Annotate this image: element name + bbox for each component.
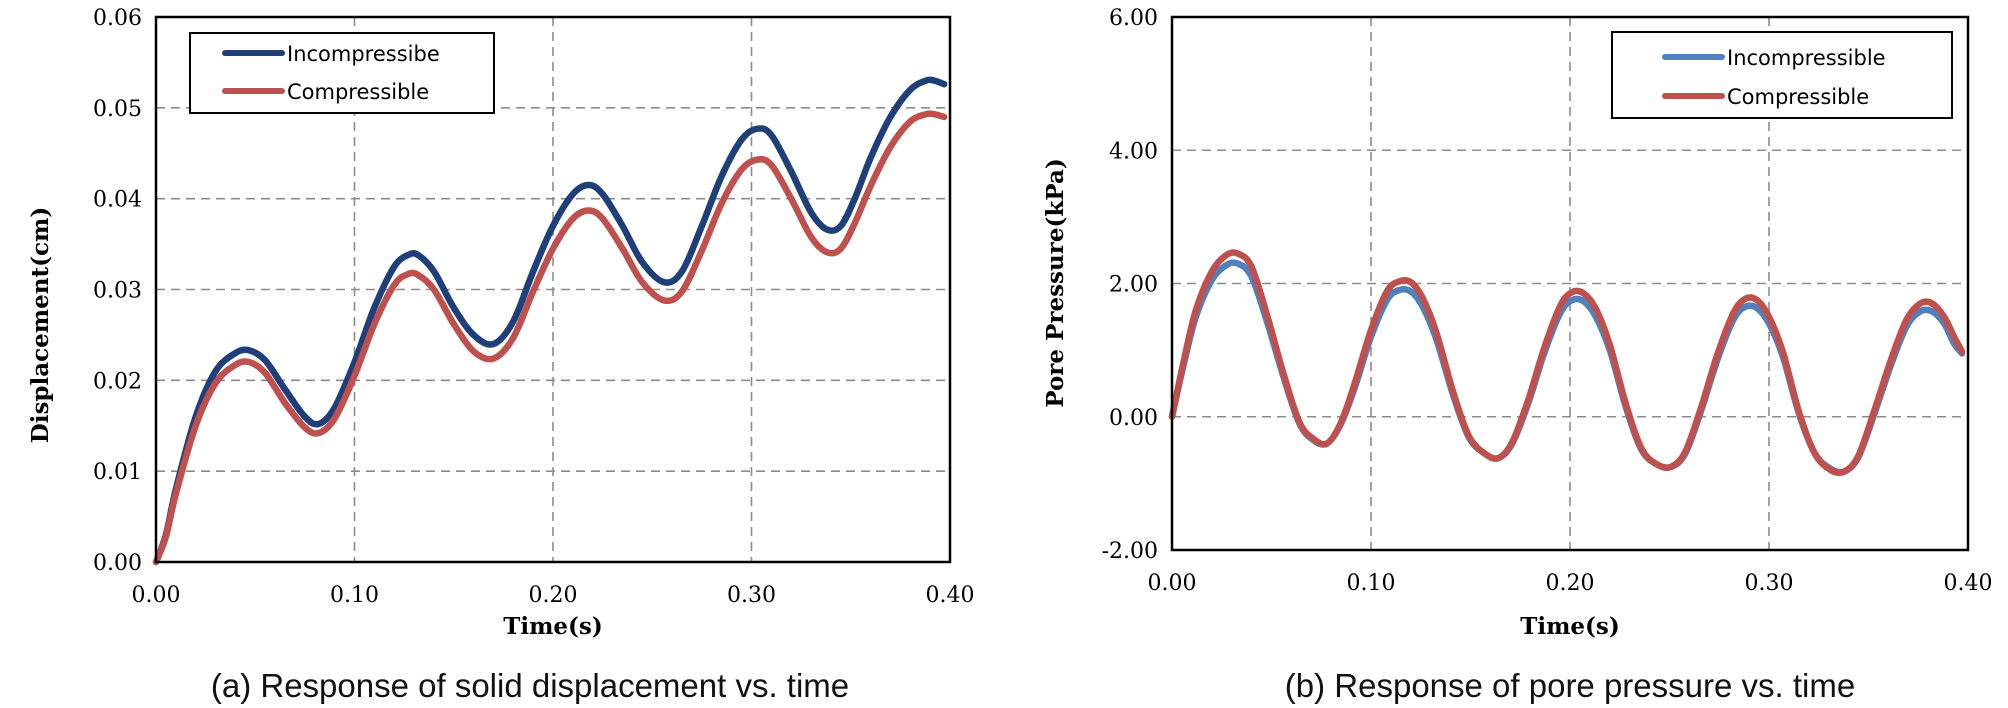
chart-a-grid	[156, 17, 950, 562]
chart-b-x-axis-label: Time(s)	[1520, 613, 1620, 640]
chart-b-y-tick-label: 2.00	[1109, 273, 1158, 298]
chart-a-x-tick-label: 0.00	[132, 583, 181, 608]
chart-a-y-tick-label: 0.05	[93, 97, 142, 122]
chart-b-series	[1168, 249, 1966, 477]
chart-a-x-tick-label: 0.10	[330, 583, 379, 608]
chart-b-y-tick-label: -2.00	[1102, 539, 1158, 564]
chart-a-legend-label-compressible: Compressible	[287, 80, 429, 104]
chart-b-y-axis-label: Pore Pressure(kPa)	[1042, 158, 1069, 407]
chart-a-series-line-incompressibe	[152, 76, 948, 566]
chart-b-legend-label-compressible: Compressible	[1727, 85, 1869, 109]
chart-b-x-tick-label: 0.40	[1944, 571, 1993, 596]
chart-a-series	[152, 76, 948, 566]
chart-a-y-tick-label: 0.03	[93, 279, 142, 304]
chart-a-legend-label-incompressibe: Incompressibe	[287, 42, 440, 66]
chart-a: 0.00 0.01 0.02 0.03 0.04 0.05 0.06 0.00 0.10 0.2…	[27, 6, 974, 704]
chart-b-x-tick-label: 0.30	[1745, 571, 1794, 596]
chart-a-x-tick-label: 0.20	[529, 583, 578, 608]
chart-a-x-axis-label: Time(s)	[503, 613, 603, 640]
chart-b-x-tick-label: 0.20	[1546, 571, 1595, 596]
chart-b-x-tick-label: 0.10	[1347, 571, 1396, 596]
chart-a-legend-box	[189, 32, 495, 114]
chart-b-grid	[1172, 17, 1968, 550]
chart-b-series-line-compressible	[1168, 249, 1966, 477]
chart-a-series-line-compressible	[152, 110, 948, 566]
chart-b-x-tick-labels: 0.00 0.10 0.20 0.30 0.40	[1148, 571, 1993, 596]
chart-a-y-axis-label: Displacement(cm)	[27, 207, 54, 443]
chart-b-y-tick-label: 6.00	[1109, 6, 1158, 31]
chart-a-y-tick-label: 0.00	[93, 551, 142, 576]
chart-b: -2.000.002.004.006.00 0.00 0.10 0.20 0.30 0.…	[1042, 6, 1992, 704]
chart-a-y-tick-labels: 0.00 0.01 0.02 0.03 0.04 0.05 0.06	[93, 6, 142, 576]
chart-b-plot-frame	[1170, 15, 1970, 552]
chart-b-y-tick-labels: -2.00 0.00 2.00 4.00 6.00	[1102, 6, 1158, 564]
chart-b-legend: Incompressible Compressible	[1611, 31, 1953, 119]
chart-b-y-tick-label: 0.00	[1109, 406, 1158, 431]
chart-a-plot-frame	[154, 15, 952, 564]
chart-a-y-tick-label: 0.02	[93, 369, 142, 394]
chart-b-caption: (b) Response of pore pressure vs. time	[1285, 667, 1855, 704]
chart-a-y-tick-label: 0.06	[93, 6, 142, 31]
chart-a-y-tick-label: 0.01	[93, 460, 142, 485]
chart-a-x-tick-label: 0.30	[727, 583, 776, 608]
chart-b-legend-box	[1611, 31, 1953, 119]
chart-a-caption: (a) Response of solid displacement vs. t…	[211, 667, 849, 704]
chart-a-y-tick-label: 0.04	[93, 188, 142, 213]
chart-b-legend-label-incompressible: Incompressible	[1727, 46, 1886, 70]
chart-a-x-tick-label: 0.40	[926, 583, 975, 608]
chart-b-x-tick-label: 0.00	[1148, 571, 1197, 596]
chart-a-x-tick-labels: 0.00 0.10 0.20 0.30 0.40	[132, 583, 975, 608]
chart-a-legend: Incompressibe Compressible	[189, 32, 495, 114]
chart-b-y-tick-label: 4.00	[1109, 139, 1158, 164]
